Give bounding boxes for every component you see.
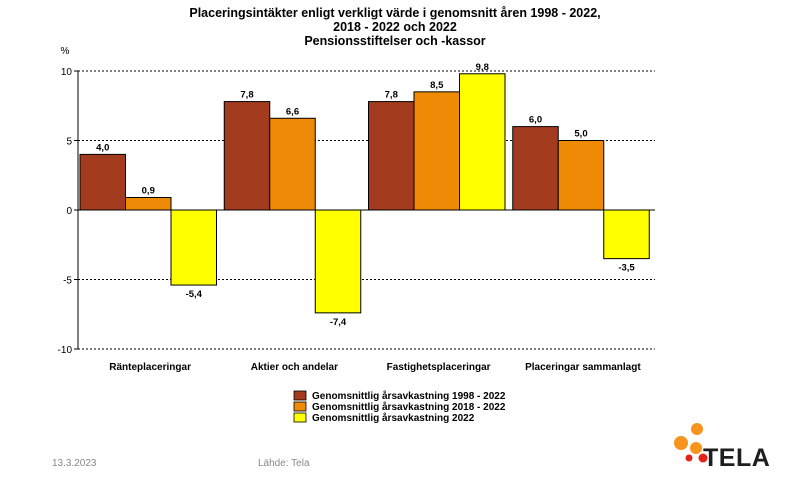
data-label: 5,0 xyxy=(574,129,587,140)
data-label: 0,9 xyxy=(142,185,155,196)
data-label: 7,8 xyxy=(385,90,398,101)
data-label: -5,4 xyxy=(186,289,203,300)
category-label: Ränteplaceringar xyxy=(109,362,191,373)
bar xyxy=(413,91,460,211)
data-label: 6,0 xyxy=(529,115,542,126)
bar xyxy=(557,140,605,211)
chart-title-line2: 2018 - 2022 och 2022 xyxy=(333,20,457,34)
category-label: Fastighetsplaceringar xyxy=(387,362,491,373)
bar xyxy=(603,209,650,260)
bar xyxy=(459,73,506,211)
bar xyxy=(269,117,316,211)
category-label: Aktier och andelar xyxy=(251,362,338,373)
logo-dot-2 xyxy=(674,436,688,450)
bar xyxy=(170,209,217,286)
data-label: 4,0 xyxy=(96,142,109,153)
legend-swatch xyxy=(293,401,307,412)
y-tick-label: -10 xyxy=(58,345,73,356)
bar xyxy=(223,101,271,211)
data-label: -3,5 xyxy=(618,263,635,274)
bar xyxy=(314,209,362,314)
logo-dot-4 xyxy=(698,453,708,463)
bar xyxy=(125,196,172,211)
data-label: 6,6 xyxy=(286,106,299,117)
logo-dot-5 xyxy=(685,454,693,462)
logo-dot-1 xyxy=(691,423,703,435)
category-label: Placeringar sammanlagt xyxy=(525,362,641,373)
y-axis-label: % xyxy=(61,46,70,57)
legend-swatch xyxy=(293,390,307,401)
y-tick-label: 10 xyxy=(61,67,73,78)
data-label: 9,8 xyxy=(476,62,489,73)
data-label: 7,8 xyxy=(240,90,253,101)
chart-title: Placeringsintäkter enligt verkligt värde… xyxy=(189,6,601,20)
y-tick-label: -5 xyxy=(63,276,72,287)
chart-subtitle: Pensionsstiftelser och -kassor xyxy=(304,34,486,48)
tela-logo-icon xyxy=(674,423,708,463)
logo-text: TELA xyxy=(703,444,771,472)
legend-entry: Genomsnittlig årsavkastning 1998 - 2022 xyxy=(312,390,506,402)
bar xyxy=(512,126,559,211)
footer-source: Lähde: Tela xyxy=(258,458,310,469)
legend-entry: Genomsnittlig årsavkastning 2022 xyxy=(312,412,475,424)
bar xyxy=(368,101,415,211)
legend-entry: Genomsnittlig årsavkastning 2018 - 2022 xyxy=(312,401,506,413)
footer-date: 13.3.2023 xyxy=(52,458,97,469)
logo-dot-3 xyxy=(690,442,702,454)
legend-swatch xyxy=(293,412,307,423)
y-tick-label: 0 xyxy=(66,206,72,217)
data-label: -7,4 xyxy=(330,317,347,328)
data-label: 8,5 xyxy=(430,80,444,91)
bar xyxy=(79,153,126,211)
y-tick-label: 5 xyxy=(66,137,72,148)
